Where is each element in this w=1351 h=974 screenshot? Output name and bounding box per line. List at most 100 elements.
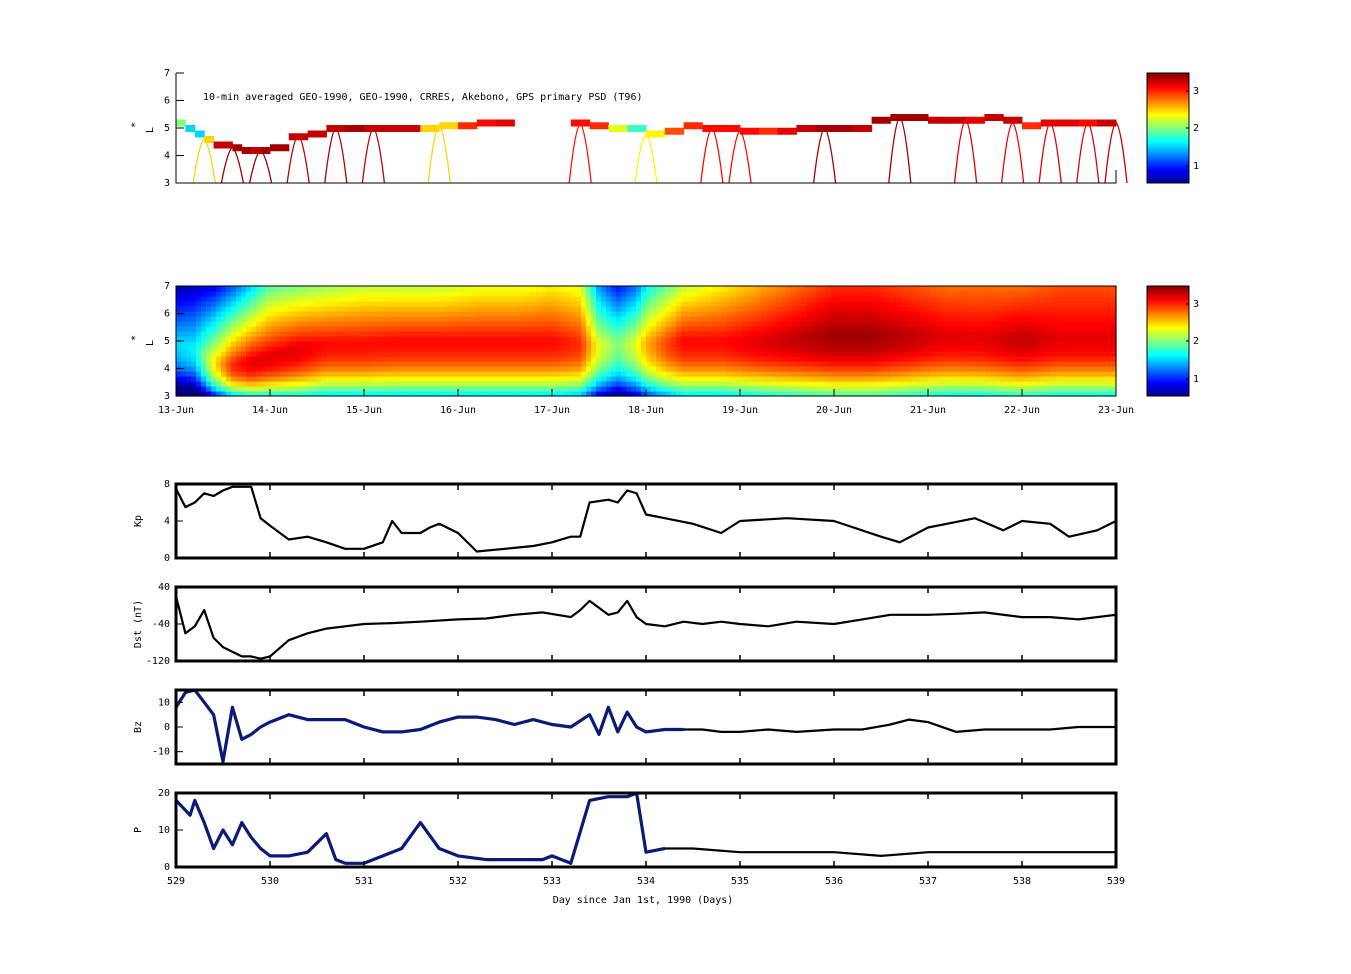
reanalysis-psd-cell bbox=[866, 321, 872, 327]
reanalysis-psd-cell bbox=[1021, 326, 1027, 332]
reanalysis-psd-cell bbox=[266, 346, 272, 352]
reanalysis-psd-cell bbox=[686, 296, 692, 302]
day-tick-label: 534 bbox=[637, 876, 655, 887]
reanalysis-psd-cell bbox=[996, 311, 1002, 317]
reanalysis-psd-cell bbox=[326, 286, 332, 292]
reanalysis-psd-cell bbox=[1091, 301, 1097, 307]
reanalysis-psd-cell bbox=[666, 331, 672, 337]
observed-psd-pass bbox=[427, 124, 451, 184]
reanalysis-psd-cell bbox=[856, 386, 862, 392]
reanalysis-psd-cell bbox=[296, 301, 302, 307]
reanalysis-psd-cell bbox=[671, 336, 677, 342]
reanalysis-psd-cell bbox=[696, 376, 702, 382]
reanalysis-psd-cell bbox=[816, 331, 822, 337]
reanalysis-psd-cell bbox=[791, 341, 797, 347]
reanalysis-psd-cell bbox=[1016, 351, 1022, 357]
reanalysis-psd-cell bbox=[426, 386, 432, 392]
reanalysis-psd-cell bbox=[491, 331, 497, 337]
reanalysis-psd-cell bbox=[1016, 336, 1022, 342]
reanalysis-psd-cell bbox=[301, 286, 307, 292]
reanalysis-psd-cell bbox=[366, 331, 372, 337]
reanalysis-psd-cell bbox=[791, 346, 797, 352]
reanalysis-psd-cell bbox=[296, 336, 302, 342]
reanalysis-psd-cell bbox=[176, 291, 182, 297]
reanalysis-psd-cell bbox=[966, 346, 972, 352]
reanalysis-psd-cell bbox=[716, 321, 722, 327]
reanalysis-psd-cell bbox=[871, 361, 877, 367]
reanalysis-psd-cell bbox=[771, 316, 777, 322]
reanalysis-psd-cell bbox=[436, 376, 442, 382]
reanalysis-psd-cell bbox=[521, 356, 527, 362]
reanalysis-psd-cell bbox=[376, 321, 382, 327]
reanalysis-psd-cell bbox=[791, 311, 797, 317]
reanalysis-psd-cell bbox=[701, 341, 707, 347]
reanalysis-psd-cell bbox=[601, 341, 607, 347]
reanalysis-psd-cell bbox=[881, 301, 887, 307]
reanalysis-psd-cell bbox=[451, 351, 457, 357]
reanalysis-psd-cell bbox=[246, 321, 252, 327]
reanalysis-psd-cell bbox=[306, 286, 312, 292]
reanalysis-psd-cell bbox=[911, 306, 917, 312]
reanalysis-psd-cell bbox=[551, 336, 557, 342]
reanalysis-psd-cell bbox=[1076, 341, 1082, 347]
reanalysis-psd-cell bbox=[1006, 361, 1012, 367]
reanalysis-psd-cell bbox=[451, 386, 457, 392]
reanalysis-psd-cell bbox=[331, 366, 337, 372]
reanalysis-psd-cell bbox=[551, 361, 557, 367]
reanalysis-psd-cell bbox=[841, 386, 847, 392]
reanalysis-psd-cell bbox=[1056, 381, 1062, 387]
reanalysis-psd-cell bbox=[641, 341, 647, 347]
reanalysis-psd-cell bbox=[236, 291, 242, 297]
date-tick-label: 16-Jun bbox=[440, 405, 476, 416]
reanalysis-psd-cell bbox=[311, 391, 317, 397]
reanalysis-psd-cell bbox=[896, 301, 902, 307]
reanalysis-psd-cell bbox=[816, 311, 822, 317]
reanalysis-psd-cell bbox=[1106, 336, 1112, 342]
reanalysis-psd-cell bbox=[941, 301, 947, 307]
reanalysis-psd-cell bbox=[421, 356, 427, 362]
reanalysis-psd-cell bbox=[681, 366, 687, 372]
reanalysis-psd-cell bbox=[886, 381, 892, 387]
reanalysis-psd-cell bbox=[681, 391, 687, 397]
reanalysis-psd-cell bbox=[236, 331, 242, 337]
reanalysis-psd-cell bbox=[1056, 311, 1062, 317]
reanalysis-psd-cell bbox=[706, 311, 712, 317]
reanalysis-psd-cell bbox=[746, 286, 752, 292]
reanalysis-psd-cell bbox=[636, 386, 642, 392]
reanalysis-psd-cell bbox=[291, 366, 297, 372]
reanalysis-psd-cell bbox=[1031, 341, 1037, 347]
reanalysis-psd-cell bbox=[496, 361, 502, 367]
reanalysis-psd-cell bbox=[761, 311, 767, 317]
reanalysis-psd-cell bbox=[851, 331, 857, 337]
reanalysis-psd-cell bbox=[276, 381, 282, 387]
reanalysis-psd-cell bbox=[996, 361, 1002, 367]
reanalysis-psd-cell bbox=[391, 316, 397, 322]
observed-psd-cell bbox=[288, 133, 309, 141]
reanalysis-psd-cell bbox=[996, 316, 1002, 322]
reanalysis-psd-cell bbox=[986, 286, 992, 292]
reanalysis-psd-cell bbox=[271, 371, 277, 377]
reanalysis-psd-cell bbox=[421, 306, 427, 312]
reanalysis-psd-cell bbox=[281, 361, 287, 367]
reanalysis-psd-cell bbox=[226, 371, 232, 377]
reanalysis-psd-cell bbox=[401, 301, 407, 307]
reanalysis-psd-cell bbox=[766, 331, 772, 337]
observed-psd-cell bbox=[213, 141, 224, 149]
reanalysis-psd-cell bbox=[296, 366, 302, 372]
reanalysis-psd-cell bbox=[411, 351, 417, 357]
reanalysis-psd-cell bbox=[1036, 296, 1042, 302]
reanalysis-psd-cell bbox=[621, 376, 627, 382]
reanalysis-psd-cell bbox=[781, 366, 787, 372]
reanalysis-psd-cell bbox=[386, 391, 392, 397]
reanalysis-psd-cell bbox=[661, 286, 667, 292]
reanalysis-psd-cell bbox=[1041, 306, 1047, 312]
reanalysis-psd-cell bbox=[371, 336, 377, 342]
reanalysis-psd-cell bbox=[611, 331, 617, 337]
reanalysis-psd-cell bbox=[1071, 346, 1077, 352]
reanalysis-psd-cell bbox=[561, 351, 567, 357]
reanalysis-psd-cell bbox=[591, 341, 597, 347]
reanalysis-psd-cell bbox=[526, 286, 532, 292]
reanalysis-psd-cell bbox=[1021, 341, 1027, 347]
reanalysis-psd-cell bbox=[701, 301, 707, 307]
reanalysis-psd-cell bbox=[316, 336, 322, 342]
